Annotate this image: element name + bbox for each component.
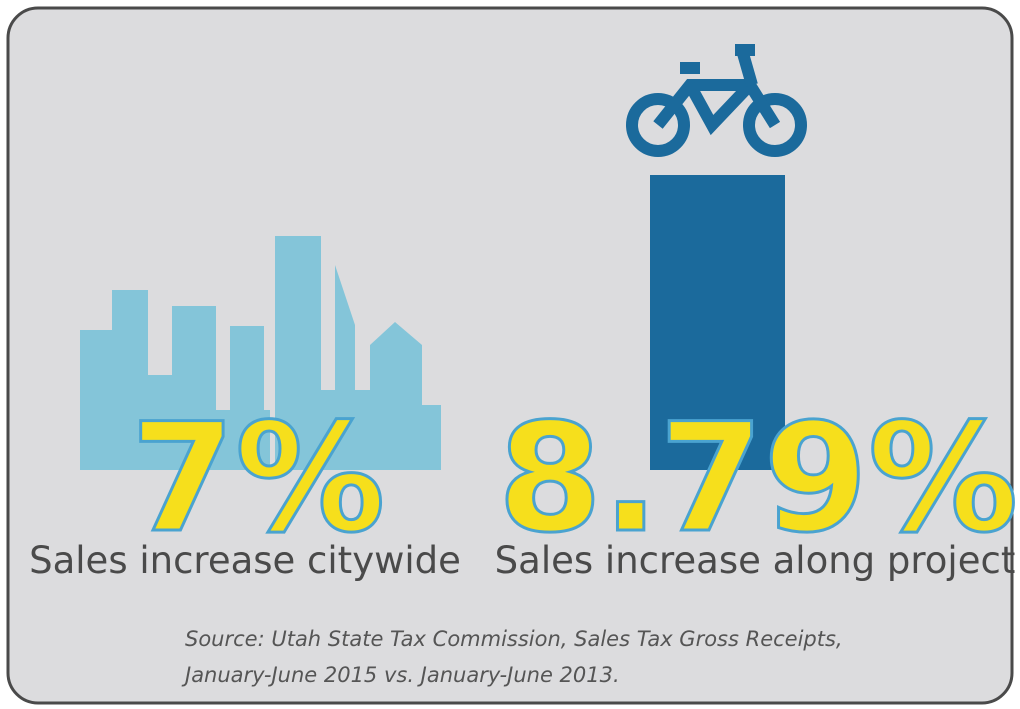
stat-caption: Sales increase citywide (29, 539, 461, 582)
source-line: Source: Utah State Tax Commission, Sales… (185, 627, 843, 651)
card (8, 8, 1012, 703)
infographic: 7% 8.79% Sales increase citywide Sales i… (0, 0, 1020, 709)
source-line: January-June 2015 vs. January-June 2013. (181, 663, 620, 687)
stat-caption: Sales increase along project (495, 539, 1016, 582)
